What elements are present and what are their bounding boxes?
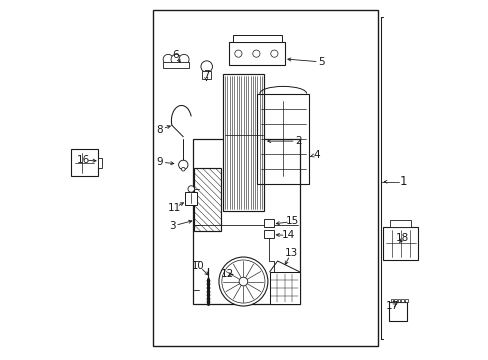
Circle shape [171, 54, 181, 64]
Bar [264, 230, 273, 238]
Bar [232, 35, 281, 42]
Bar [163, 62, 189, 68]
Bar [71, 149, 98, 176]
Bar [152, 10, 377, 346]
Circle shape [187, 186, 194, 192]
Text: 7: 7 [202, 70, 209, 80]
Circle shape [181, 167, 185, 171]
Text: 14: 14 [281, 230, 294, 240]
Bar [223, 74, 264, 211]
Bar [185, 192, 197, 205]
Text: 3: 3 [169, 221, 176, 231]
Circle shape [239, 277, 247, 286]
Text: 12: 12 [220, 269, 233, 279]
Bar [269, 272, 299, 304]
Circle shape [252, 50, 260, 57]
Bar [264, 219, 273, 227]
Text: 6: 6 [172, 50, 178, 60]
Bar [389, 220, 410, 227]
Text: 11: 11 [167, 203, 181, 213]
Bar [401, 299, 403, 302]
Text: 4: 4 [312, 150, 319, 160]
Bar [390, 299, 392, 302]
Text: 9: 9 [156, 157, 163, 167]
Text: 15: 15 [285, 216, 299, 226]
Circle shape [234, 50, 242, 57]
Text: 17: 17 [385, 301, 398, 311]
Text: 16: 16 [77, 155, 90, 165]
Bar [193, 139, 299, 304]
Circle shape [270, 50, 277, 57]
Circle shape [179, 54, 189, 64]
Circle shape [219, 257, 267, 306]
Text: 5: 5 [318, 57, 324, 67]
Bar [202, 71, 211, 79]
Bar [404, 299, 407, 302]
Text: 1: 1 [399, 175, 407, 188]
Circle shape [178, 160, 187, 170]
Bar [382, 227, 418, 260]
Bar [393, 299, 396, 302]
Bar [98, 158, 102, 168]
Text: 8: 8 [156, 125, 163, 135]
Circle shape [201, 61, 212, 72]
Text: 13: 13 [284, 248, 297, 258]
Bar [397, 299, 400, 302]
Bar [257, 94, 309, 184]
Text: 18: 18 [395, 233, 408, 243]
Bar [229, 42, 285, 65]
Text: 10: 10 [192, 261, 204, 271]
Text: 2: 2 [295, 136, 301, 146]
Bar [194, 168, 221, 231]
Circle shape [163, 54, 173, 64]
Bar [387, 302, 407, 321]
